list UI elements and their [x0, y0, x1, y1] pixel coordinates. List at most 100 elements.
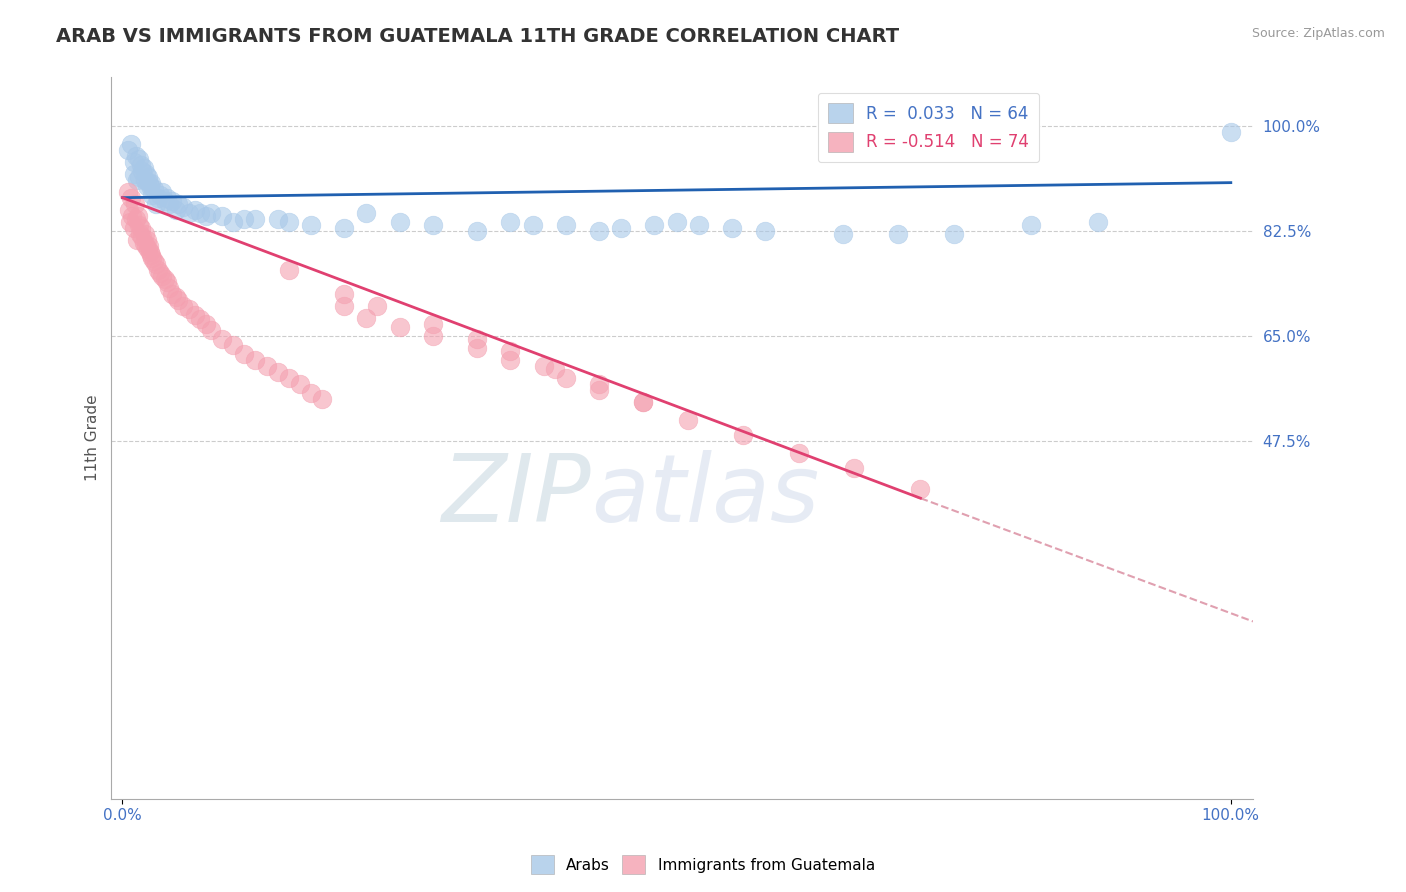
Point	[156, 275, 179, 289]
Point	[129, 227, 152, 241]
Legend: R =  0.033   N = 64, R = -0.514   N = 74: R = 0.033 N = 64, R = -0.514 N = 74	[818, 93, 1039, 162]
Point	[172, 299, 194, 313]
Point	[356, 205, 378, 219]
Point	[149, 187, 172, 202]
Point	[194, 209, 217, 223]
Point	[910, 482, 932, 496]
Point	[118, 202, 141, 217]
Point	[152, 185, 174, 199]
Point	[141, 248, 163, 262]
Point	[162, 286, 184, 301]
Point	[245, 353, 267, 368]
Point	[465, 332, 488, 346]
Point	[721, 220, 744, 235]
Point	[499, 353, 522, 368]
Point	[145, 196, 167, 211]
Point	[156, 191, 179, 205]
Point	[153, 272, 176, 286]
Point	[141, 187, 163, 202]
Point	[422, 218, 444, 232]
Point	[142, 181, 165, 195]
Point	[131, 158, 153, 172]
Point	[554, 218, 576, 232]
Point	[188, 205, 211, 219]
Point	[122, 167, 145, 181]
Point	[139, 244, 162, 259]
Point	[256, 359, 278, 373]
Point	[165, 202, 187, 217]
Point	[172, 200, 194, 214]
Point	[134, 172, 156, 186]
Point	[787, 446, 810, 460]
Point	[533, 359, 555, 373]
Point	[149, 266, 172, 280]
Point	[135, 178, 157, 193]
Point	[141, 251, 163, 265]
Point	[465, 224, 488, 238]
Point	[188, 312, 211, 326]
Text: ARAB VS IMMIGRANTS FROM GUATEMALA 11TH GRADE CORRELATION CHART: ARAB VS IMMIGRANTS FROM GUATEMALA 11TH G…	[56, 27, 900, 45]
Point	[588, 383, 610, 397]
Point	[311, 392, 333, 406]
Point	[194, 317, 217, 331]
Point	[131, 163, 153, 178]
Text: Source: ZipAtlas.com: Source: ZipAtlas.com	[1251, 27, 1385, 40]
Point	[522, 218, 544, 232]
Point	[183, 308, 205, 322]
Point	[233, 347, 256, 361]
Point	[138, 176, 160, 190]
Point	[422, 317, 444, 331]
Point	[288, 376, 311, 391]
Point	[1087, 215, 1109, 229]
Point	[124, 196, 146, 211]
Point	[134, 227, 156, 241]
Point	[842, 461, 865, 475]
Point	[733, 428, 755, 442]
Point	[177, 205, 200, 219]
Point	[499, 215, 522, 229]
Point	[277, 262, 299, 277]
Point	[610, 220, 633, 235]
Point	[120, 136, 142, 151]
Point	[544, 362, 567, 376]
Point	[388, 215, 411, 229]
Point	[754, 224, 776, 238]
Point	[141, 176, 163, 190]
Point	[299, 218, 322, 232]
Point	[117, 185, 139, 199]
Point	[167, 293, 190, 307]
Point	[162, 194, 184, 208]
Point	[233, 211, 256, 226]
Text: ZIP: ZIP	[441, 450, 591, 541]
Point	[128, 169, 150, 184]
Point	[222, 215, 245, 229]
Point	[165, 290, 187, 304]
Point	[333, 220, 356, 235]
Point	[942, 227, 965, 241]
Point	[1021, 218, 1043, 232]
Point	[588, 224, 610, 238]
Point	[139, 178, 162, 193]
Point	[1219, 124, 1241, 138]
Point	[152, 268, 174, 283]
Point	[266, 365, 288, 379]
Point	[465, 341, 488, 355]
Point	[388, 319, 411, 334]
Point	[135, 167, 157, 181]
Point	[211, 332, 233, 346]
Point	[633, 395, 655, 409]
Point	[157, 196, 180, 211]
Point	[145, 257, 167, 271]
Point	[128, 218, 150, 232]
Point	[245, 211, 267, 226]
Point	[135, 233, 157, 247]
Point	[167, 196, 190, 211]
Point	[422, 329, 444, 343]
Point	[122, 154, 145, 169]
Point	[277, 215, 299, 229]
Point	[125, 148, 148, 162]
Point	[135, 239, 157, 253]
Point	[120, 215, 142, 229]
Point	[138, 239, 160, 253]
Point	[200, 323, 222, 337]
